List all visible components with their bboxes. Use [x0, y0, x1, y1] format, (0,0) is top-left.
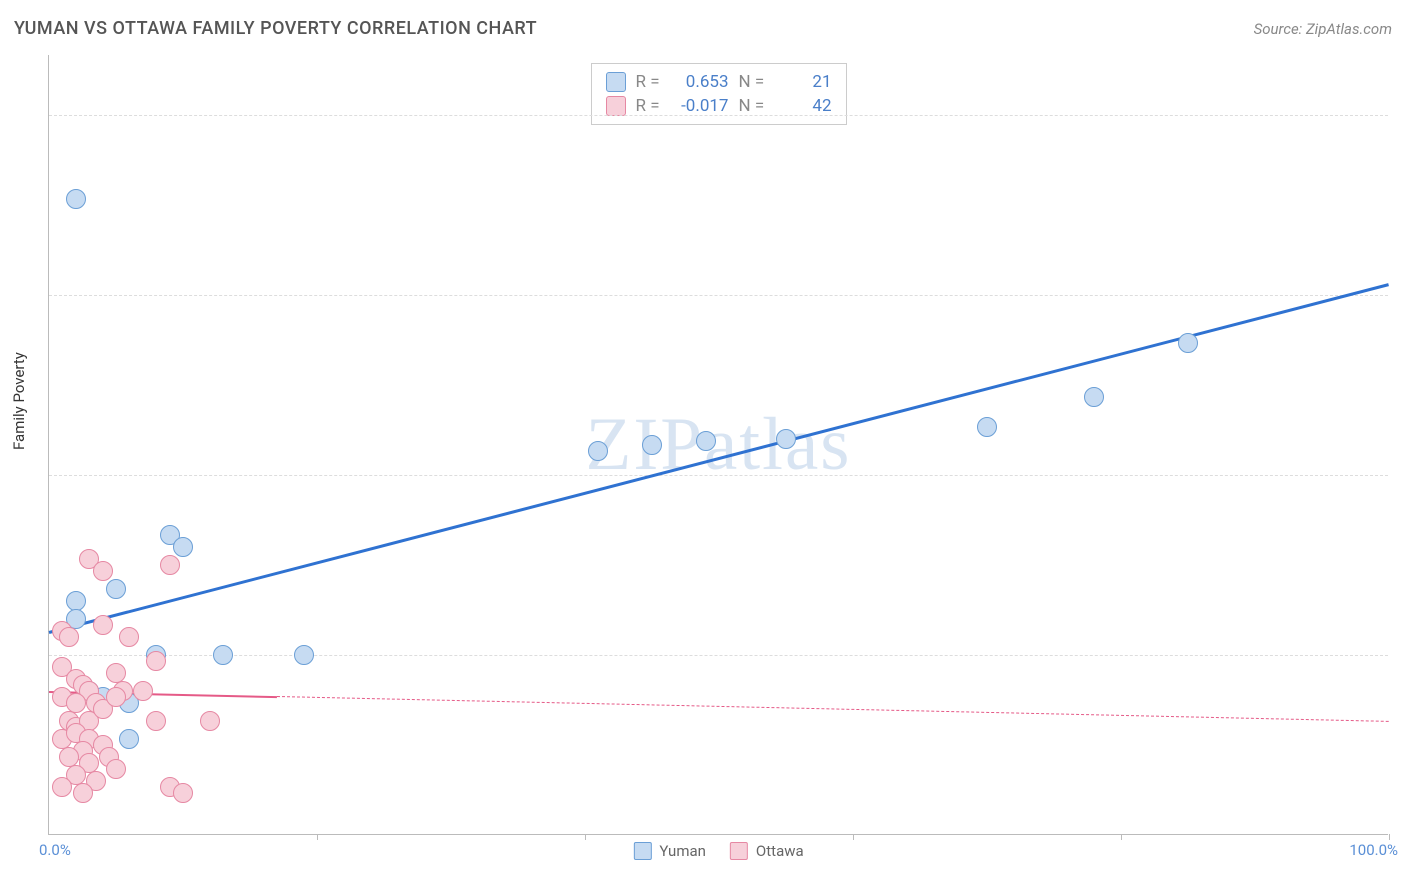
- x-tick: [1121, 834, 1122, 840]
- data-point-yuman: [213, 645, 233, 665]
- data-point-ottawa: [119, 627, 139, 647]
- data-point-ottawa: [146, 651, 166, 671]
- data-point-yuman: [173, 537, 193, 557]
- data-point-ottawa: [59, 747, 79, 767]
- data-point-yuman: [294, 645, 314, 665]
- legend-swatch: [633, 842, 651, 860]
- data-point-ottawa: [160, 555, 180, 575]
- series-legend: Yuman Ottawa: [633, 842, 803, 860]
- data-point-yuman: [776, 429, 796, 449]
- data-point-ottawa: [146, 711, 166, 731]
- gridline-horizontal: [49, 475, 1388, 476]
- x-tick: [853, 834, 854, 840]
- data-point-yuman: [642, 435, 662, 455]
- legend-label: Ottawa: [756, 842, 804, 860]
- data-point-ottawa: [173, 783, 193, 803]
- data-point-ottawa: [93, 615, 113, 635]
- trend-line: [277, 696, 1389, 722]
- gridline-horizontal: [49, 115, 1388, 116]
- stat-n-value: 21: [777, 72, 832, 92]
- data-point-yuman: [1084, 387, 1104, 407]
- data-point-ottawa: [59, 627, 79, 647]
- stat-r-label: R =: [636, 72, 664, 92]
- data-point-ottawa: [200, 711, 220, 731]
- chart-header: YUMAN VS OTTAWA FAMILY POVERTY CORRELATI…: [14, 18, 1392, 39]
- stats-row-yuman: R = 0.653 N = 21: [606, 70, 832, 94]
- x-tick: [585, 834, 586, 840]
- data-point-yuman: [119, 729, 139, 749]
- gridline-horizontal: [49, 655, 1388, 656]
- data-point-ottawa: [66, 693, 86, 713]
- stat-n-label: N =: [739, 72, 767, 92]
- x-axis-min-label: 0.0%: [39, 841, 71, 859]
- stat-r-label: R =: [636, 96, 664, 116]
- legend-item-yuman: Yuman: [633, 842, 706, 860]
- stats-swatch: [606, 96, 626, 116]
- y-tick-label: 45.0%: [1395, 286, 1406, 304]
- legend-label: Yuman: [659, 842, 706, 860]
- legend-item-ottawa: Ottawa: [730, 842, 804, 860]
- y-tick-label: 15.0%: [1395, 646, 1406, 664]
- stat-r-value: -0.017: [674, 96, 729, 116]
- data-point-yuman: [1178, 333, 1198, 353]
- data-point-yuman: [106, 579, 126, 599]
- stat-n-value: 42: [777, 96, 832, 116]
- data-point-ottawa: [106, 663, 126, 683]
- legend-swatch: [730, 842, 748, 860]
- gridline-horizontal: [49, 295, 1388, 296]
- y-tick-label: 30.0%: [1395, 466, 1406, 484]
- y-axis-label: Family Poverty: [10, 352, 28, 450]
- chart-title: YUMAN VS OTTAWA FAMILY POVERTY CORRELATI…: [14, 18, 537, 39]
- data-point-ottawa: [106, 759, 126, 779]
- stat-r-value: 0.653: [674, 72, 729, 92]
- data-point-ottawa: [52, 777, 72, 797]
- scatter-chart: ZIPatlas 0.0% 100.0% R =0.653N =21R =-0.…: [48, 55, 1388, 835]
- data-point-yuman: [588, 441, 608, 461]
- x-axis-max-label: 100.0%: [1349, 841, 1398, 859]
- data-point-ottawa: [73, 783, 93, 803]
- data-point-ottawa: [106, 687, 126, 707]
- data-point-yuman: [696, 431, 716, 451]
- data-point-ottawa: [93, 561, 113, 581]
- x-tick: [317, 834, 318, 840]
- x-tick: [1389, 834, 1390, 840]
- chart-source: Source: ZipAtlas.com: [1254, 20, 1392, 38]
- y-tick-label: 60.0%: [1395, 106, 1406, 124]
- data-point-yuman: [66, 591, 86, 611]
- stat-n-label: N =: [739, 96, 767, 116]
- data-point-ottawa: [133, 681, 153, 701]
- data-point-yuman: [977, 417, 997, 437]
- stats-swatch: [606, 72, 626, 92]
- data-point-yuman: [66, 189, 86, 209]
